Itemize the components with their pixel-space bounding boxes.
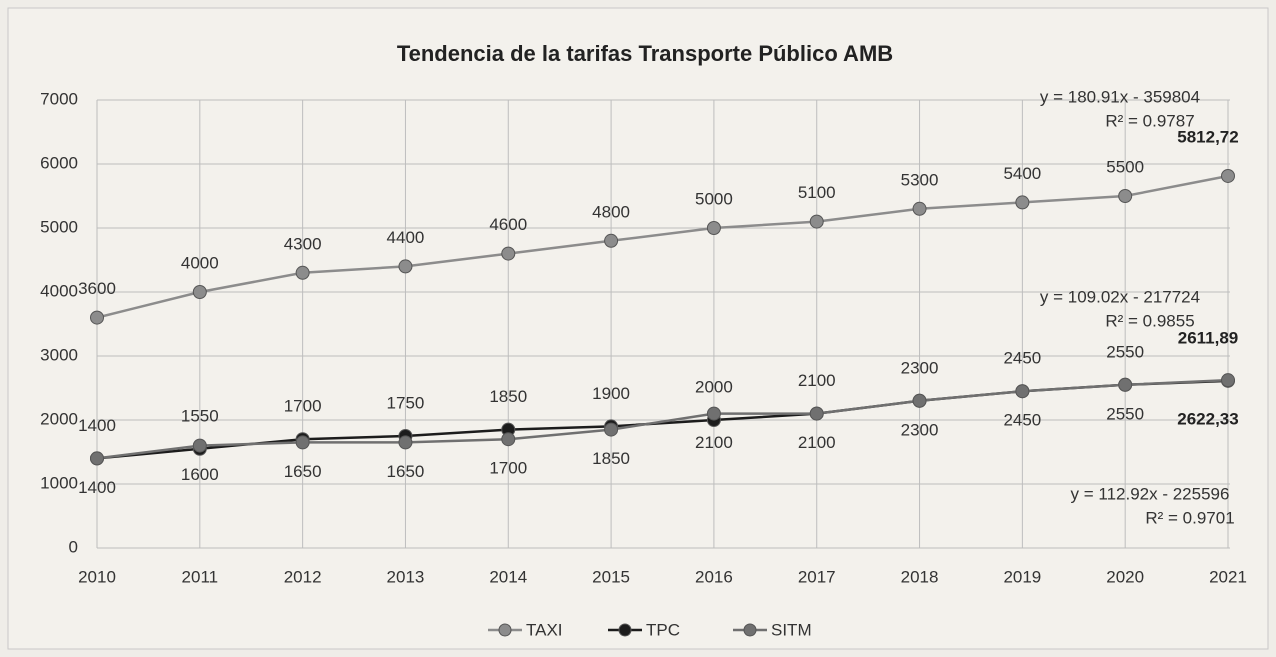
data-point: [1015, 384, 1030, 399]
data-point: [1221, 373, 1235, 388]
data-point: [398, 435, 413, 450]
data-label: 4300: [284, 234, 322, 253]
data-point: [809, 214, 824, 229]
data-point: [1221, 168, 1235, 183]
data-label: 1400: [78, 478, 116, 497]
trend-equation: R² = 0.9855: [1105, 311, 1194, 330]
y-tick-label: 7000: [40, 89, 78, 108]
x-tick-label: 2017: [798, 567, 836, 586]
y-tick-label: 1000: [40, 473, 78, 492]
data-label: 1850: [592, 449, 630, 468]
legend-marker: [618, 623, 632, 637]
series-line: [96, 174, 1229, 319]
x-tick-label: 2019: [1003, 567, 1041, 586]
data-label: 5500: [1106, 157, 1144, 176]
data-label: 2550: [1106, 342, 1144, 361]
data-label: 1650: [284, 462, 322, 481]
data-point: [501, 246, 516, 261]
data-label: 2622,33: [1177, 410, 1238, 429]
trend-equation: y = 109.02x - 217724: [1040, 287, 1200, 306]
y-tick-label: 0: [69, 537, 78, 556]
legend-label: TPC: [646, 620, 680, 639]
legend-label: SITM: [771, 620, 812, 639]
data-label: 2300: [901, 420, 939, 439]
chart-title: Tendencia de la tarifas Transporte Públi…: [397, 41, 893, 66]
series-line: [96, 378, 1229, 460]
data-label: 1550: [181, 406, 219, 425]
data-label: 1850: [489, 387, 527, 406]
data-point: [398, 259, 413, 274]
x-tick-label: 2011: [182, 567, 219, 586]
data-point: [90, 310, 104, 325]
data-point: [604, 233, 619, 248]
data-label: 1650: [387, 462, 425, 481]
data-label: 2550: [1106, 404, 1144, 423]
data-point: [809, 406, 824, 421]
data-label: 2450: [1003, 349, 1041, 368]
x-tick-label: 2015: [592, 567, 630, 586]
data-point: [706, 406, 721, 421]
y-tick-label: 4000: [40, 281, 78, 300]
data-label: 5400: [1003, 164, 1041, 183]
x-tick-label: 2016: [695, 567, 733, 586]
data-point: [192, 438, 207, 453]
data-label: 5100: [798, 183, 836, 202]
x-tick-label: 2020: [1106, 567, 1144, 586]
data-point: [1118, 189, 1133, 203]
data-label: 1750: [387, 393, 425, 412]
data-point: [706, 221, 721, 235]
data-point: [295, 435, 310, 450]
trend-equation: R² = 0.9701: [1145, 508, 1234, 527]
x-tick-label: 2021: [1209, 567, 1247, 586]
data-point: [604, 422, 619, 437]
data-label: 4600: [489, 215, 527, 234]
data-label: 5000: [695, 189, 733, 208]
data-label: 5812,72: [1177, 127, 1238, 146]
data-label: 2611,89: [1178, 328, 1239, 347]
chart-frame: [7, 7, 1269, 650]
data-point: [295, 265, 310, 280]
x-tick-label: 2018: [901, 567, 939, 586]
data-point: [90, 451, 104, 466]
data-label: 2000: [695, 377, 733, 396]
data-label: 4800: [592, 202, 630, 221]
data-point: [192, 285, 207, 299]
data-point: [912, 201, 927, 216]
legend-marker: [743, 623, 757, 637]
data-label: 2100: [695, 433, 733, 452]
x-tick-label: 2014: [489, 567, 527, 586]
data-label: 2450: [1003, 411, 1041, 430]
data-point: [1015, 195, 1030, 210]
data-point: [501, 432, 516, 447]
data-label: 1400: [78, 416, 116, 435]
y-tick-label: 6000: [40, 153, 78, 172]
data-label: 1900: [592, 384, 630, 403]
trend-equation: R² = 0.9787: [1105, 111, 1194, 130]
data-point: [912, 393, 927, 408]
data-point: [1118, 377, 1133, 392]
trend-equation: y = 112.92x - 225596: [1071, 484, 1230, 503]
data-label: 1700: [284, 397, 322, 416]
data-label: 4000: [181, 253, 219, 272]
data-label: 5300: [901, 170, 939, 189]
data-label: 2100: [798, 433, 836, 452]
data-label: 1600: [181, 465, 219, 484]
data-label: 3600: [78, 279, 116, 298]
trend-equation: y = 180.91x - 359804: [1040, 87, 1200, 106]
data-label: 2300: [901, 358, 939, 377]
legend-marker: [498, 623, 512, 637]
y-tick-label: 3000: [40, 345, 78, 364]
x-tick-label: 2010: [78, 567, 116, 586]
data-label: 2100: [798, 371, 836, 390]
legend-label: TAXI: [526, 620, 563, 639]
data-label: 1700: [489, 459, 527, 478]
x-tick-label: 2013: [387, 567, 425, 586]
y-tick-label: 2000: [40, 409, 78, 428]
data-label: 4400: [387, 228, 425, 247]
x-tick-label: 2012: [284, 567, 322, 586]
y-tick-label: 5000: [40, 217, 78, 236]
